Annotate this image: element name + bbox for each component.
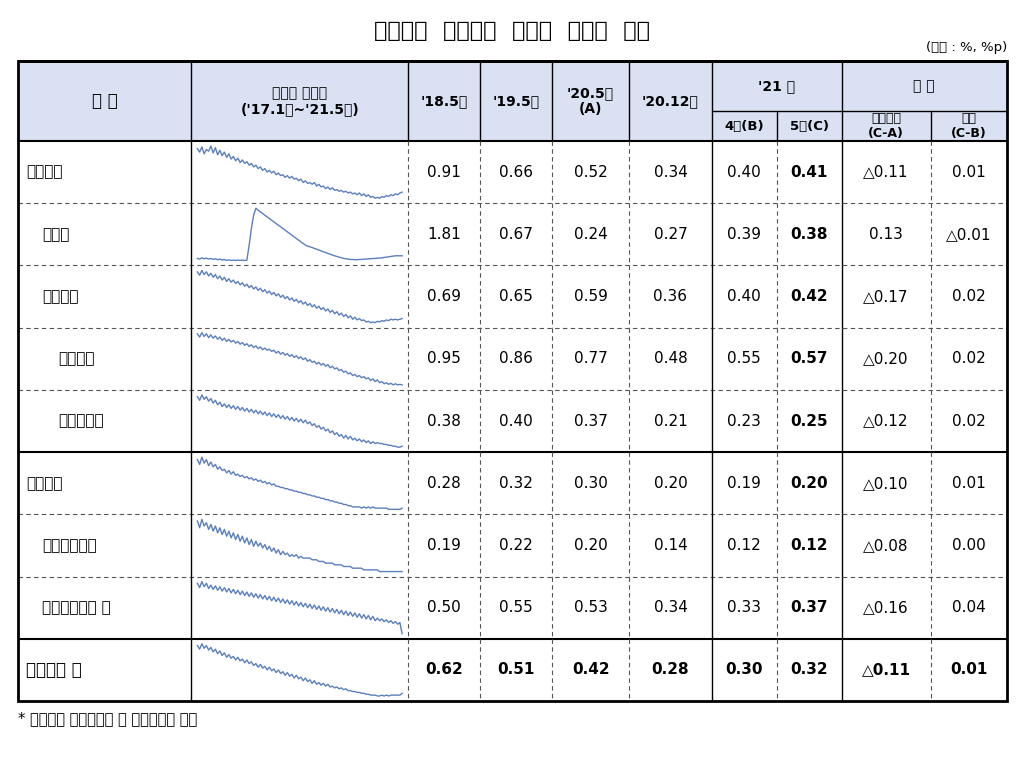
Text: 0.38: 0.38: [427, 413, 461, 428]
Text: 0.48: 0.48: [653, 352, 687, 366]
Text: 0.12: 0.12: [791, 538, 827, 553]
Text: 0.27: 0.27: [653, 227, 687, 242]
Text: 0.19: 0.19: [427, 538, 461, 553]
Text: 0.86: 0.86: [499, 352, 532, 366]
Text: 가계신용대출 등: 가계신용대출 등: [42, 600, 111, 615]
Text: 0.13: 0.13: [869, 227, 903, 242]
Text: 주택담보대출: 주택담보대출: [42, 538, 96, 553]
Bar: [18, 61, 1007, 701]
Text: 0.28: 0.28: [427, 476, 461, 491]
Text: 0.14: 0.14: [653, 538, 687, 553]
Text: 0.50: 0.50: [427, 600, 461, 615]
Text: 0.55: 0.55: [499, 600, 532, 615]
Text: △0.11: △0.11: [861, 662, 910, 677]
Text: △0.10: △0.10: [863, 476, 909, 491]
Text: 4말(B): 4말(B): [724, 119, 764, 132]
Text: 0.53: 0.53: [573, 600, 607, 615]
Text: 0.25: 0.25: [791, 413, 827, 428]
Text: 0.19: 0.19: [727, 476, 761, 491]
Text: 0.52: 0.52: [573, 164, 607, 180]
Text: △0.20: △0.20: [863, 352, 909, 366]
Text: 0.62: 0.62: [425, 662, 463, 677]
Text: 0.77: 0.77: [573, 352, 607, 366]
Text: 구 분: 구 분: [92, 92, 118, 110]
Text: 0.51: 0.51: [498, 662, 535, 677]
Text: 0.30: 0.30: [725, 662, 763, 677]
Text: 0.02: 0.02: [952, 413, 986, 428]
Text: 0.37: 0.37: [791, 600, 827, 615]
Text: 0.02: 0.02: [952, 352, 986, 366]
Text: '20.5말
(A): '20.5말 (A): [567, 86, 614, 116]
Text: 0.34: 0.34: [653, 600, 687, 615]
Text: 0.40: 0.40: [727, 164, 761, 180]
Text: 0.42: 0.42: [791, 289, 827, 304]
Text: 0.40: 0.40: [499, 413, 532, 428]
Text: 0.65: 0.65: [499, 289, 532, 304]
Text: 중소기업: 중소기업: [42, 289, 79, 304]
Text: 0.33: 0.33: [727, 600, 761, 615]
Text: 0.32: 0.32: [499, 476, 532, 491]
Text: 0.57: 0.57: [791, 352, 827, 366]
Text: △0.01: △0.01: [946, 227, 991, 242]
Text: 0.20: 0.20: [573, 538, 607, 553]
Text: 0.36: 0.36: [653, 289, 687, 304]
Text: 0.34: 0.34: [653, 164, 687, 180]
Text: 0.28: 0.28: [651, 662, 689, 677]
Text: 0.01: 0.01: [950, 662, 987, 677]
Text: 0.91: 0.91: [427, 164, 461, 180]
Text: 중소법인: 중소법인: [58, 352, 94, 366]
Text: 0.01: 0.01: [952, 476, 986, 491]
Text: △0.11: △0.11: [863, 164, 909, 180]
Text: 0.37: 0.37: [573, 413, 607, 428]
Text: 원화대출 계: 원화대출 계: [26, 661, 82, 679]
Text: 국내은행  원화대출  부문별  연체율  추이: 국내은행 원화대출 부문별 연체율 추이: [374, 21, 650, 41]
Text: '19.5말: '19.5말: [493, 94, 540, 108]
Text: △0.16: △0.16: [863, 600, 909, 615]
Text: 0.21: 0.21: [653, 413, 687, 428]
Text: 1.81: 1.81: [427, 227, 461, 242]
Text: 0.66: 0.66: [499, 164, 532, 180]
Text: 0.12: 0.12: [727, 538, 761, 553]
Text: 0.23: 0.23: [727, 413, 761, 428]
Text: 0.39: 0.39: [727, 227, 761, 242]
Text: * 은행계정 원화대출금 및 신탁대출금 기준: * 은행계정 원화대출금 및 신탁대출금 기준: [18, 712, 198, 727]
Text: 0.42: 0.42: [571, 662, 609, 677]
Text: 가계대출: 가계대출: [26, 476, 62, 491]
Text: 개인사업자: 개인사업자: [58, 413, 103, 428]
Text: 0.22: 0.22: [499, 538, 532, 553]
Text: 0.32: 0.32: [791, 662, 827, 677]
Text: 변 동: 변 동: [913, 79, 935, 93]
Text: 0.55: 0.55: [727, 352, 761, 366]
Text: 대기업: 대기업: [42, 227, 70, 242]
Text: 0.01: 0.01: [952, 164, 986, 180]
Text: 0.00: 0.00: [952, 538, 986, 553]
Text: 0.38: 0.38: [791, 227, 827, 242]
Text: 0.40: 0.40: [727, 289, 761, 304]
Text: △0.08: △0.08: [863, 538, 909, 553]
Text: 0.41: 0.41: [791, 164, 827, 180]
Text: 전년동월
(C-A): 전년동월 (C-A): [868, 112, 904, 140]
Text: 0.04: 0.04: [952, 600, 986, 615]
Text: (단위 : %, %p): (단위 : %, %p): [926, 42, 1007, 55]
Text: 연체율 시계열
('17.1월~'21.5월): 연체율 시계열 ('17.1월~'21.5월): [241, 86, 359, 116]
Text: '21 년: '21 년: [758, 79, 796, 93]
Text: 기업대출: 기업대출: [26, 164, 62, 180]
Text: 0.20: 0.20: [791, 476, 827, 491]
Text: 0.30: 0.30: [573, 476, 607, 491]
Text: 0.20: 0.20: [653, 476, 687, 491]
Text: 0.24: 0.24: [573, 227, 607, 242]
Text: △0.12: △0.12: [863, 413, 909, 428]
Text: 5말(C): 5말(C): [790, 119, 828, 132]
Bar: [18, 61, 1007, 141]
Text: 0.95: 0.95: [427, 352, 461, 366]
Text: 0.69: 0.69: [427, 289, 461, 304]
Text: 0.67: 0.67: [499, 227, 532, 242]
Text: △0.17: △0.17: [863, 289, 909, 304]
Text: '20.12말: '20.12말: [642, 94, 699, 108]
Text: 전월
(C-B): 전월 (C-B): [951, 112, 987, 140]
Text: 0.02: 0.02: [952, 289, 986, 304]
Text: '18.5말: '18.5말: [421, 94, 468, 108]
Text: 0.59: 0.59: [573, 289, 607, 304]
